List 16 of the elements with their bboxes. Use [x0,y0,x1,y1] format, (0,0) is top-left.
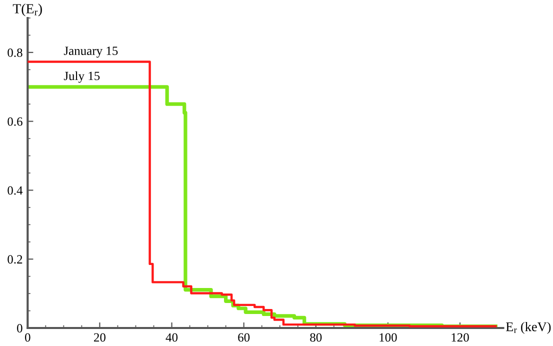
y-tick-label: 0.8 [8,48,22,57]
y-tick-label: 0.2 [8,255,22,264]
x-tick-label: 0 [25,333,30,342]
x-axis-title: E$_{r}$ (keV) [506,322,551,334]
series-label: January 15 [64,46,118,58]
y-axis-title: T(E$_{r}$) [12,4,42,16]
x-tick-label: 20 [94,333,106,342]
y-tick-label: 0.4 [8,186,23,195]
x-tick-label: 40 [166,333,178,342]
y-tick-label: 0 [17,324,22,332]
x-tick-label: 80 [310,333,322,342]
x-tick-label: 100 [380,333,397,342]
x-tick-label: 120 [452,333,469,342]
y-tick-label: 0.6 [8,117,22,126]
series-label: July 15 [64,71,100,83]
x-tick-label: 60 [238,333,250,342]
